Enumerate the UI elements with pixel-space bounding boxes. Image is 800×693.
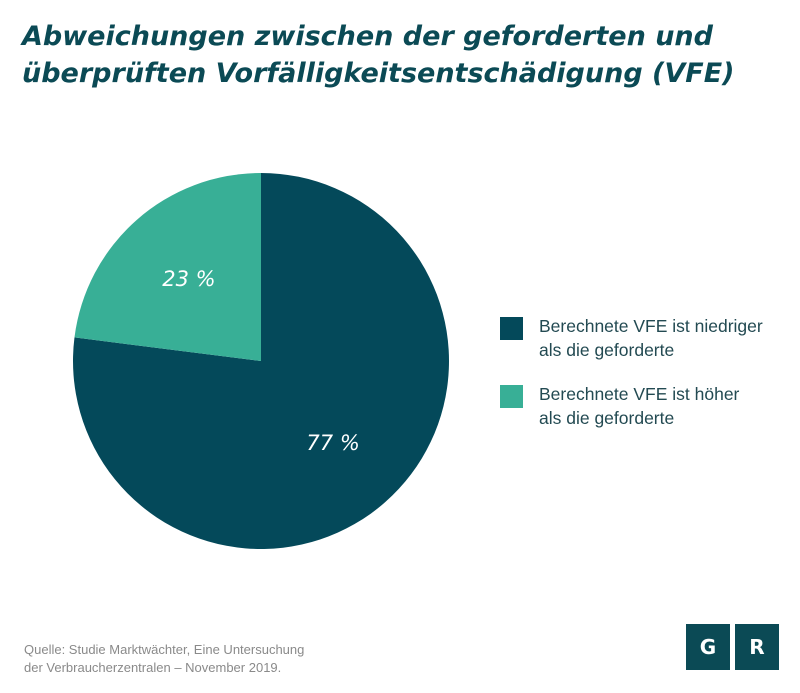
slice-niedriger-label: 77 % (306, 431, 359, 455)
title-line-1: Abweichungen zwischen der geforderten un… (22, 21, 713, 52)
title-line-2: überprüften Vorfälligkeitsentschädigung … (22, 58, 735, 89)
slice-hoeher (74, 173, 261, 361)
legend-label-hoeher-line-2: als die geforderte (539, 408, 675, 428)
logo-letter-g: G (686, 624, 730, 670)
legend: Berechnete VFE ist niedriger als die gef… (500, 314, 795, 450)
source-line-1: Quelle: Studie Marktwächter, Eine Unters… (24, 642, 305, 657)
slice-hoeher-label: 23 % (162, 267, 215, 291)
legend-label-hoeher: Berechnete VFE ist höher als die geforde… (539, 382, 739, 430)
legend-swatch-hoeher (500, 385, 523, 408)
legend-item-hoeher: Berechnete VFE ist höher als die geforde… (500, 382, 795, 430)
source-line-2: der Verbraucherzentralen – November 2019… (24, 660, 282, 675)
legend-label-hoeher-line-1: Berechnete VFE ist höher (539, 384, 740, 404)
legend-label-niedriger: Berechnete VFE ist niedriger als die gef… (539, 314, 763, 362)
legend-label-niedriger-line-1: Berechnete VFE ist niedriger (539, 316, 763, 336)
chart-title: Abweichungen zwischen der geforderten un… (22, 18, 782, 92)
legend-label-niedriger-line-2: als die geforderte (539, 340, 675, 360)
legend-swatch-niedriger (500, 317, 523, 340)
source-note: Quelle: Studie Marktwächter, Eine Unters… (24, 641, 304, 677)
gr-logo: G R (686, 624, 779, 670)
logo-letter-r: R (735, 624, 779, 670)
legend-item-niedriger: Berechnete VFE ist niedriger als die gef… (500, 314, 795, 362)
